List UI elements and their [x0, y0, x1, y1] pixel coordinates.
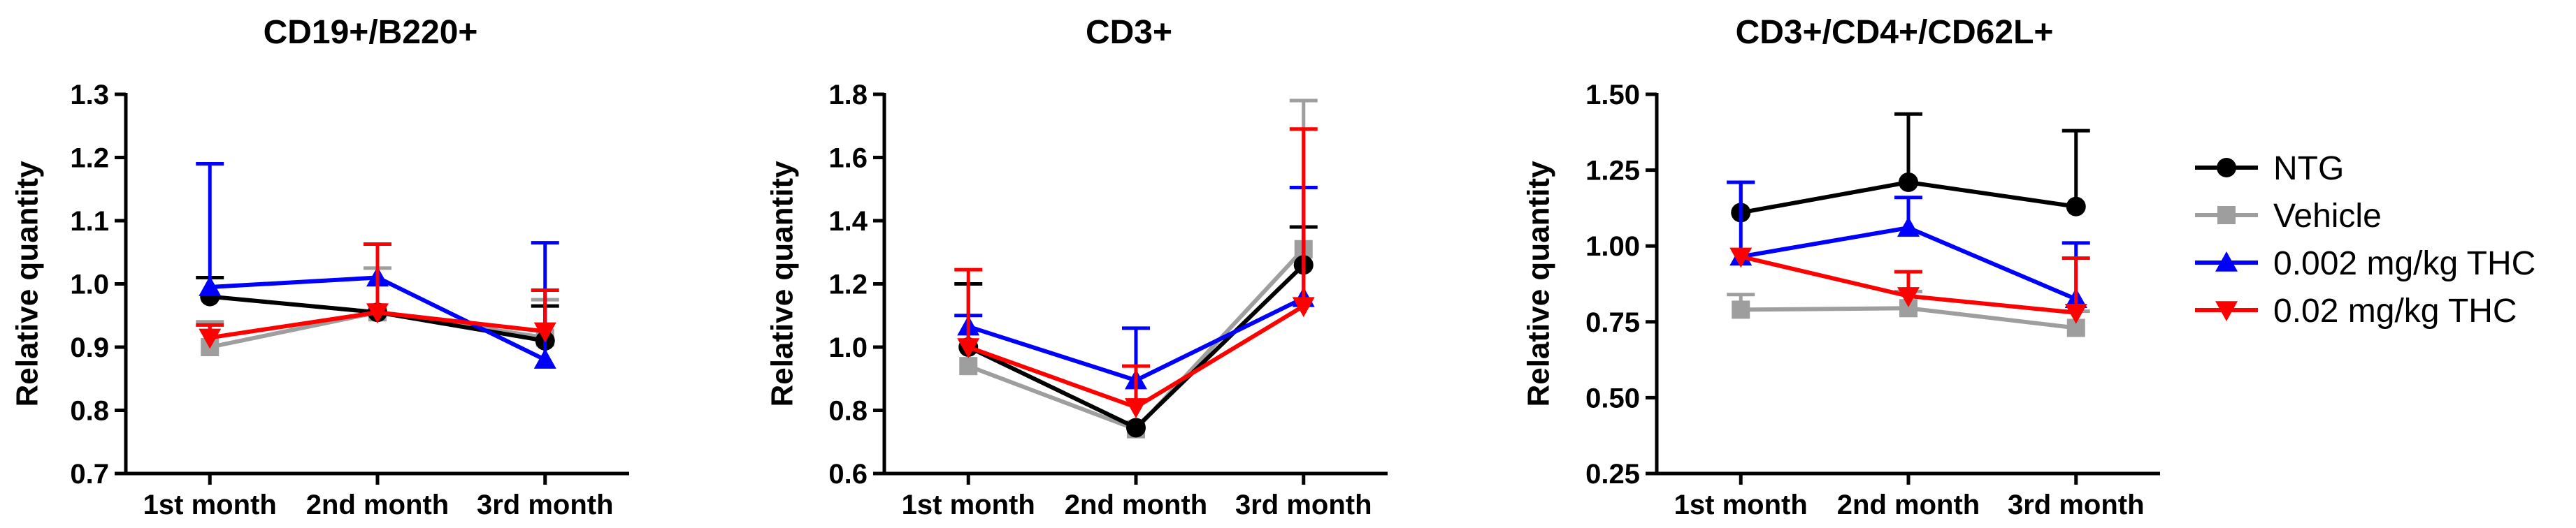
data-point: [1729, 247, 1753, 268]
data-point: [959, 357, 978, 376]
x-tick-label: 3rd month: [2008, 490, 2145, 520]
y-tick-label: 0.8: [828, 396, 868, 427]
legend-item-0-002-mg-kg-thc: 0.002 mg/kg THC: [2195, 245, 2535, 282]
chart-panel-cd19-b220: CD19+/B220+ Relative quantity 0.7 0.8 0.9 1.0…: [10, 14, 629, 520]
legend-label: NTG: [2273, 150, 2344, 187]
chart-title: CD19+/B220+: [264, 14, 478, 51]
y-tick-label: 1.2: [70, 143, 109, 174]
legend-label: 0.002 mg/kg THC: [2273, 245, 2535, 282]
legend: NTG Vehicle 0.002 mg/kg THC 0.02 mg/kg THC: [2195, 150, 2535, 330]
legend-marker: [2217, 158, 2236, 177]
legend-label: 0.02 mg/kg THC: [2273, 293, 2517, 330]
y-tick-label: 1.25: [1585, 156, 1640, 186]
y-tick-label: 0.75: [1585, 307, 1640, 338]
x-tick-label: 3rd month: [1235, 490, 1372, 520]
data-point: [1125, 398, 1147, 418]
data-point: [1899, 172, 1918, 192]
data-point: [533, 322, 556, 343]
data-point: [1897, 217, 1920, 237]
y-tick-label: 0.7: [70, 459, 109, 490]
y-tick-label: 1.1: [70, 206, 109, 237]
x-tick-label: 1st month: [143, 490, 277, 520]
y-axis-label: Relative quantity: [10, 161, 44, 407]
series-0-02-mg-kg-thc: [196, 242, 559, 349]
data-point: [533, 349, 556, 369]
data-point: [1126, 418, 1146, 438]
y-tick-label: 1.8: [828, 80, 868, 110]
y-tick-label: 1.0: [828, 332, 868, 363]
chart-panel-cd3-cd4-cd62l: CD3+/CD4+/CD62L+ Relative quantity 0.25 0.5…: [1521, 14, 2160, 520]
chart-panel-cd3: CD3+ Relative quantity 0.6 0.8 1.0 1.2 1.4 1.6 1…: [765, 14, 1388, 520]
y-tick-label: 1.6: [828, 143, 868, 174]
x-tick-label: 2nd month: [306, 490, 449, 520]
data-point: [2064, 303, 2087, 324]
x-tick-label: 1st month: [902, 490, 1035, 520]
x-tick-label: 1st month: [1674, 490, 1808, 520]
x-tick-label: 3rd month: [477, 490, 614, 520]
data-point: [1292, 297, 1315, 318]
x-tick-label: 2nd month: [1837, 490, 1980, 520]
legend-item-vehicle: Vehicle: [2195, 198, 2382, 235]
legend-label: Vehicle: [2273, 198, 2382, 235]
data-point: [2066, 196, 2086, 217]
y-tick-label: 0.25: [1585, 459, 1640, 490]
y-tick-label: 1.3: [70, 80, 109, 110]
legend-marker: [2215, 251, 2238, 272]
data-point: [1732, 300, 1750, 319]
y-tick-label: 1.50: [1585, 80, 1640, 110]
chart-title: CD3+/CD4+/CD62L+: [1736, 14, 2054, 51]
data-point: [199, 328, 222, 349]
y-tick-label: 1.2: [828, 270, 868, 300]
y-tick-label: 1.00: [1585, 231, 1640, 262]
x-tick-label: 2nd month: [1065, 490, 1207, 520]
series-0-02-mg-kg-thc: [1729, 247, 2090, 324]
y-tick-label: 1.4: [828, 206, 868, 237]
legend-item-0-02-mg-kg-thc: 0.02 mg/kg THC: [2195, 293, 2517, 330]
legend-marker: [2215, 301, 2238, 321]
y-axis-label: Relative quantity: [765, 161, 799, 407]
data-point: [957, 338, 980, 358]
legend-marker: [2217, 206, 2236, 224]
y-tick-label: 0.50: [1585, 383, 1640, 413]
legend-item-ntg: NTG: [2195, 150, 2344, 187]
y-tick-label: 1.0: [70, 270, 109, 300]
series-0-002-mg-kg-thc: [954, 185, 1318, 390]
y-tick-label: 0.6: [828, 459, 868, 490]
data-point: [1897, 287, 1920, 307]
chart-title: CD3+: [1086, 14, 1172, 51]
series-0-02-mg-kg-thc: [954, 127, 1318, 418]
data-point: [199, 276, 222, 296]
y-axis-label: Relative quantity: [1521, 161, 1555, 407]
data-point: [366, 303, 389, 324]
y-tick-label: 0.8: [70, 396, 109, 427]
y-tick-label: 0.9: [70, 332, 109, 363]
